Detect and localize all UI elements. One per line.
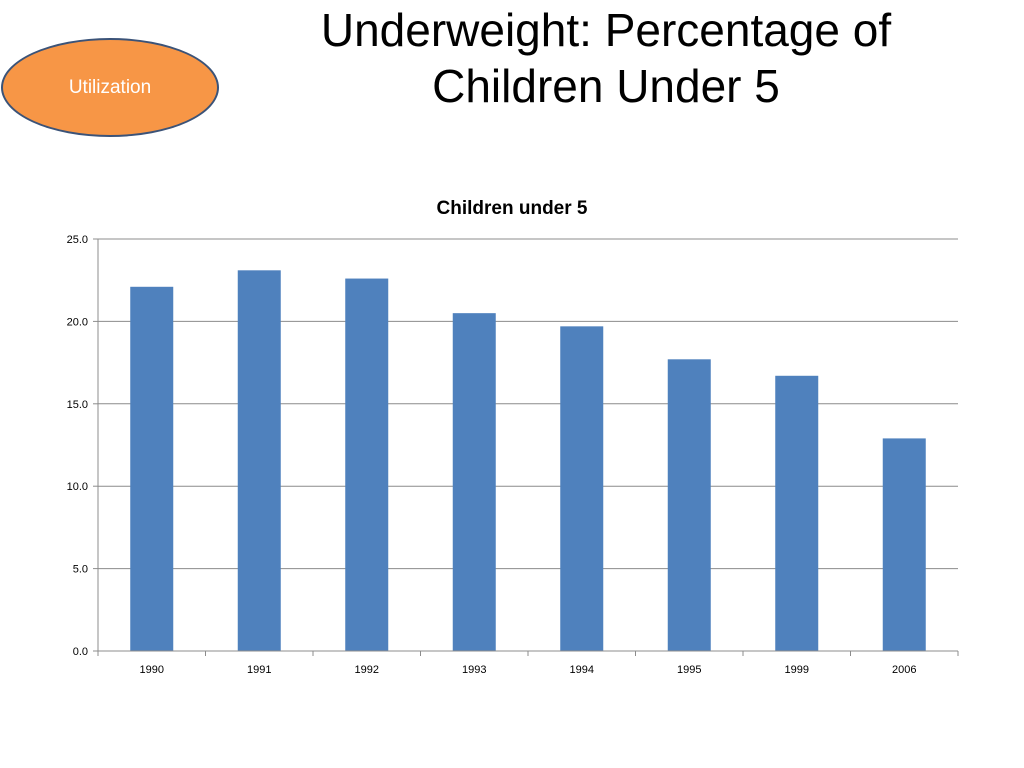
axes: [93, 238, 959, 656]
utilization-badge: Utilization: [1, 38, 219, 137]
chart-title: Children under 5: [437, 198, 588, 219]
slide-title: Underweight: Percentage of Children Unde…: [230, 2, 982, 114]
y-tick-labels: 0.0 5.0 10.0 15.0 20.0 25.0: [67, 234, 88, 658]
bar-1993: [452, 313, 496, 651]
y-tick-label: 15.0: [67, 399, 88, 411]
y-tick-label: 25.0: [67, 234, 88, 246]
bar-2006: [882, 438, 926, 651]
bar-1995: [667, 359, 711, 651]
slide-title-line-2: Children Under 5: [432, 60, 780, 112]
y-tick-label: 5.0: [73, 564, 88, 576]
utilization-badge-label: Utilization: [68, 76, 152, 98]
x-tick-labels: 1990 1991 1992 1993 1994 1995 1999 2006: [140, 664, 917, 676]
x-tick-label: 1994: [570, 664, 594, 676]
x-tick-label: 1999: [785, 664, 809, 676]
x-tick-label: 1992: [355, 664, 379, 676]
bar-1990: [130, 286, 174, 651]
x-tick-label: 1991: [247, 664, 271, 676]
bar-1994: [560, 326, 604, 651]
slide-title-line-1: Underweight: Percentage of: [320, 4, 892, 56]
bar-1991: [237, 270, 281, 651]
bar-series: [130, 270, 926, 651]
y-tick-label: 20.0: [67, 316, 88, 328]
x-tick-label: 1995: [677, 664, 701, 676]
y-tick-label: 0.0: [73, 646, 88, 658]
gridlines: [98, 238, 958, 570]
x-tick-label: 1993: [462, 664, 486, 676]
bar-1992: [345, 278, 389, 651]
y-tick-label: 10.0: [67, 481, 88, 493]
bar-1999: [775, 375, 819, 651]
x-tick-label: 2006: [892, 664, 916, 676]
x-tick-label: 1990: [140, 664, 164, 676]
